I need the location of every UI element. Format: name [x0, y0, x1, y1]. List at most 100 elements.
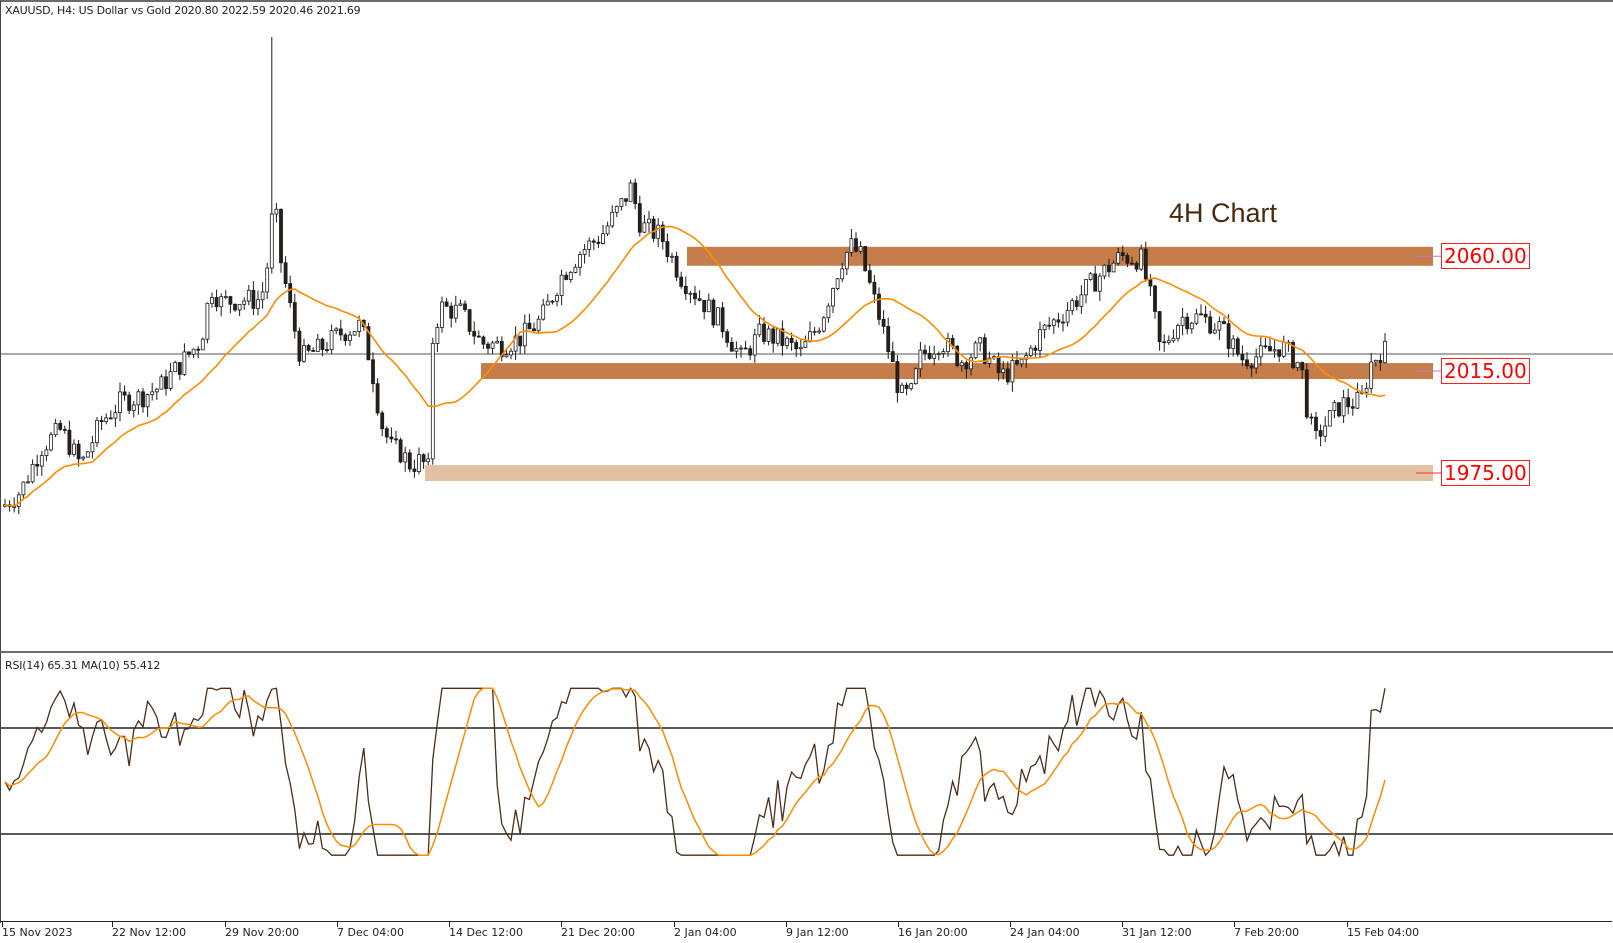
- candle: [1281, 335, 1286, 359]
- candle: [1258, 337, 1263, 366]
- candle: [808, 321, 812, 343]
- level-label-2015[interactable]: 2015.00: [1441, 358, 1530, 385]
- candle: [1153, 284, 1157, 319]
- candle: [628, 179, 633, 202]
- candle: [1079, 285, 1084, 314]
- candle: [1038, 321, 1042, 358]
- candle: [1208, 310, 1213, 335]
- candle: [743, 340, 748, 350]
- candlestick-chart[interactable]: [1, 2, 1613, 652]
- candle: [674, 251, 679, 281]
- rsi-header: RSI(14) 65.31 MA(10) 55.412: [5, 659, 161, 672]
- level-label-2060[interactable]: 2060.00: [1441, 243, 1530, 270]
- candle: [706, 293, 711, 313]
- candle: [1189, 321, 1194, 334]
- candle: [867, 263, 872, 285]
- candle: [481, 335, 486, 350]
- candle: [53, 418, 58, 438]
- chart-annotation: 4H Chart: [1169, 198, 1278, 228]
- time-tick-label: 7 Feb 20:00: [1234, 926, 1300, 939]
- candle: [325, 342, 329, 353]
- symbol-ohlc-header: XAUUSD, H4: US Dollar vs Gold 2020.80 20…: [5, 4, 361, 17]
- candle: [490, 340, 495, 355]
- candle: [1125, 253, 1130, 268]
- candle: [486, 341, 490, 354]
- candle: [426, 452, 431, 466]
- candle: [872, 275, 877, 304]
- candle: [1378, 354, 1383, 371]
- candle: [766, 325, 771, 346]
- candle: [614, 205, 619, 217]
- candle: [1024, 352, 1029, 368]
- candle: [127, 391, 132, 415]
- candle: [1364, 382, 1369, 398]
- candle: [81, 455, 86, 462]
- candle: [228, 295, 233, 314]
- candle: [90, 435, 95, 459]
- candle: [1070, 298, 1075, 315]
- candle: [1245, 352, 1249, 370]
- candle: [292, 293, 297, 339]
- candle: [1263, 337, 1268, 349]
- candle: [702, 300, 707, 320]
- candle: [95, 416, 99, 448]
- candle: [39, 451, 44, 476]
- candle: [76, 440, 81, 467]
- candle: [104, 413, 109, 425]
- candle: [886, 317, 891, 360]
- rsi-indicator-panel[interactable]: RSI(14) 65.31 MA(10) 55.412: [0, 651, 1613, 923]
- candle: [453, 295, 458, 323]
- candle: [191, 348, 196, 358]
- level-label-1975[interactable]: 1975.00: [1441, 460, 1530, 487]
- candle: [858, 241, 863, 254]
- candle: [863, 245, 868, 272]
- candle: [58, 420, 63, 431]
- candle: [1001, 360, 1006, 380]
- candle: [821, 316, 826, 333]
- candle: [343, 333, 348, 346]
- candle: [320, 337, 325, 357]
- candle: [173, 360, 178, 373]
- candle: [877, 287, 881, 326]
- candle: [1120, 245, 1125, 262]
- candle: [205, 302, 210, 344]
- candle: [729, 337, 734, 352]
- candle: [1309, 413, 1314, 425]
- candle: [62, 425, 67, 434]
- candle: [582, 244, 587, 264]
- candle: [1199, 304, 1203, 316]
- rsi-line: [4, 686, 1386, 858]
- candle: [550, 299, 555, 305]
- candle: [752, 328, 757, 363]
- candle: [476, 330, 481, 338]
- candle: [371, 352, 375, 393]
- candle: [35, 454, 40, 477]
- candle: [150, 382, 155, 401]
- candle: [748, 345, 753, 361]
- price-chart-panel[interactable]: XAUUSD, H4: US Dollar vs Gold 2020.80 20…: [0, 0, 1613, 652]
- candle: [1203, 305, 1208, 324]
- candle: [223, 290, 228, 300]
- candle: [1084, 279, 1088, 304]
- candle: [3, 499, 7, 508]
- candle: [849, 228, 854, 257]
- candle: [619, 198, 624, 211]
- candle: [757, 314, 762, 338]
- candle: [384, 426, 389, 444]
- candle: [306, 343, 311, 353]
- candle: [44, 445, 49, 462]
- candle: [196, 346, 201, 358]
- candle: [564, 271, 569, 281]
- time-tick: [561, 922, 562, 927]
- candle: [568, 270, 573, 283]
- candle: [1249, 363, 1254, 377]
- candle: [1327, 410, 1332, 427]
- candle: [1235, 336, 1240, 357]
- candle: [656, 218, 661, 248]
- candle: [978, 336, 983, 352]
- candle: [1346, 388, 1351, 415]
- candle: [159, 374, 164, 390]
- candle: [136, 389, 141, 415]
- rsi-chart[interactable]: [1, 653, 1613, 923]
- candle: [522, 314, 527, 354]
